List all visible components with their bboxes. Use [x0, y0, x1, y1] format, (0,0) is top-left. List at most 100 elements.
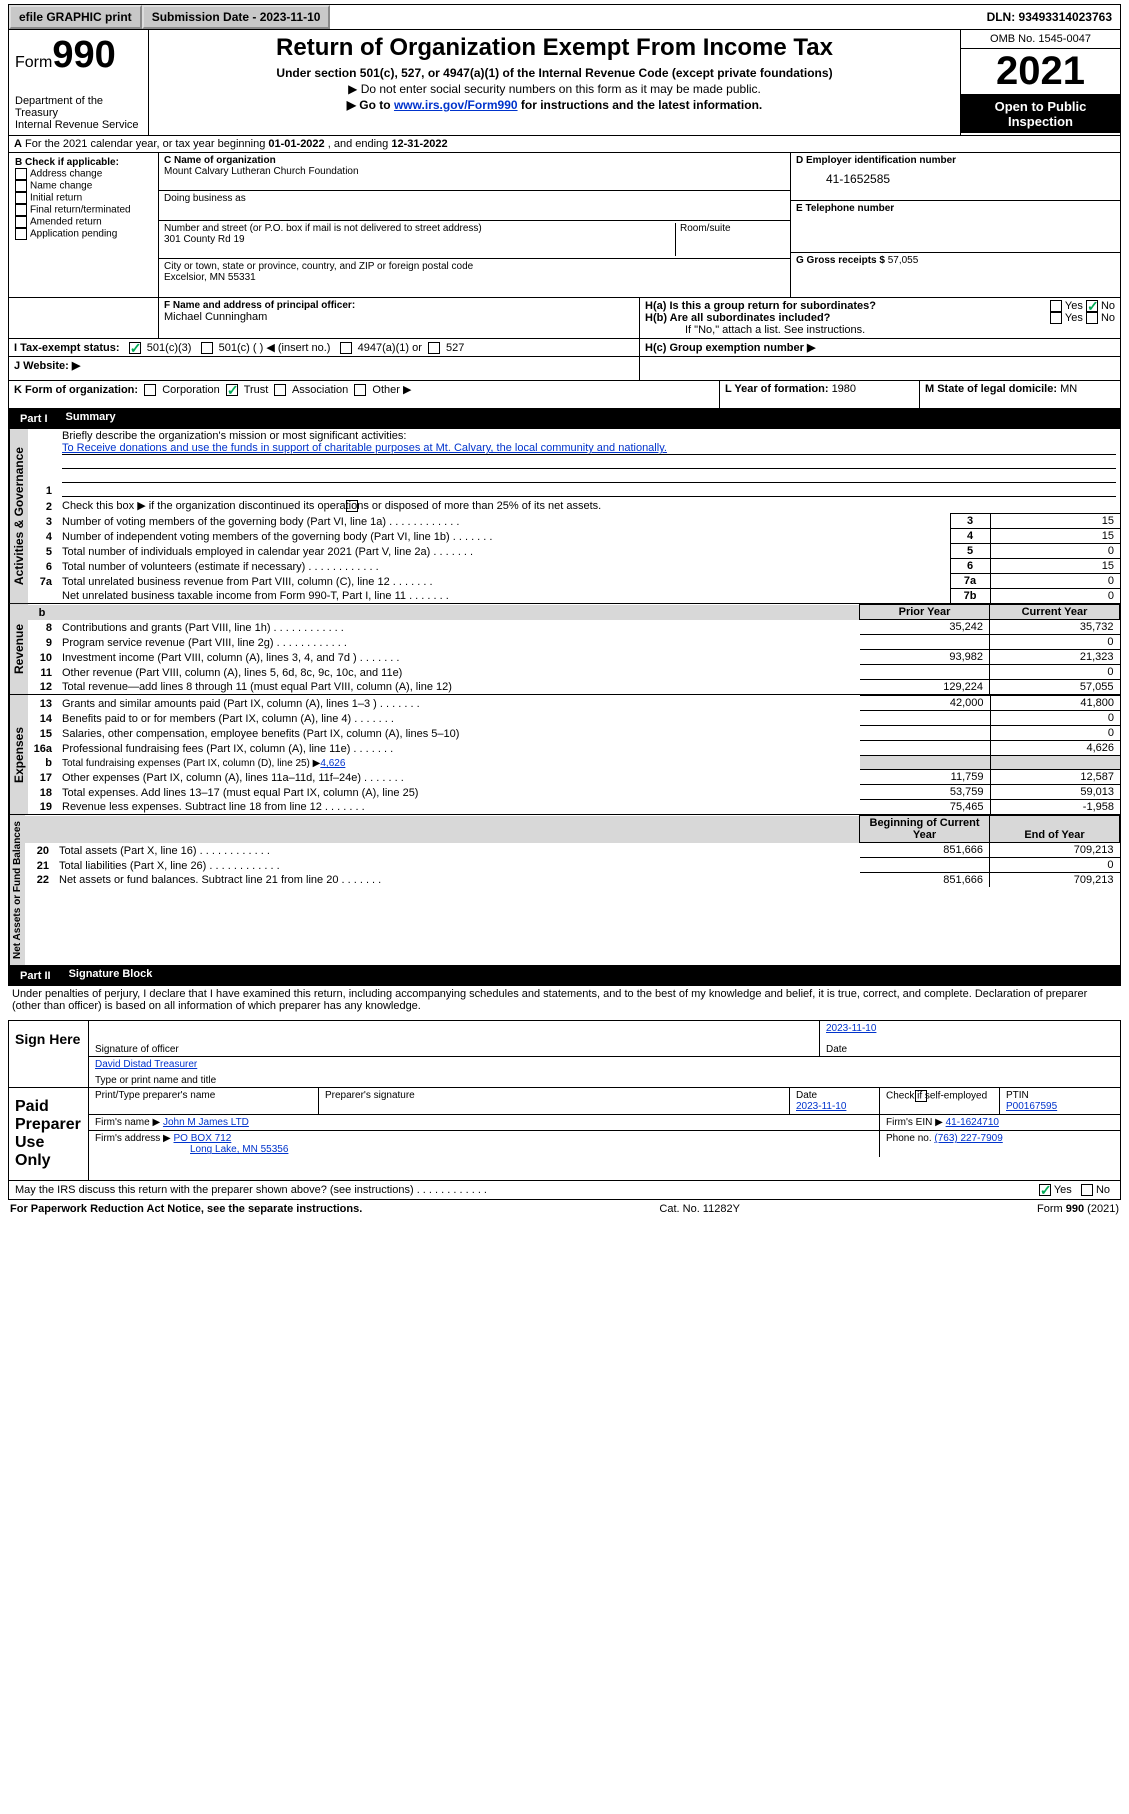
firm-city: Long Lake, MN 55356: [95, 1144, 288, 1155]
checkbox-corporation[interactable]: [144, 384, 156, 396]
checkbox-4947[interactable]: [340, 342, 352, 354]
checkbox-may-yes[interactable]: [1039, 1184, 1051, 1196]
preparer-date: 2023-11-10: [796, 1101, 846, 1112]
org-name: Mount Calvary Lutheran Church Foundation: [164, 166, 785, 177]
form-word: Form: [15, 54, 52, 71]
val-15-cy: 0: [990, 726, 1120, 741]
val-line7a: 0: [990, 574, 1120, 589]
val-21-e: 0: [990, 858, 1120, 873]
row-fh: F Name and address of principal officer:…: [8, 298, 1121, 339]
checkbox-amended-return[interactable]: [15, 216, 27, 228]
checkbox-501c3[interactable]: [129, 342, 141, 354]
checkbox-association[interactable]: [274, 384, 286, 396]
val-22-e: 709,213: [990, 873, 1120, 888]
val-12-cy: 57,055: [990, 680, 1120, 695]
val-16a-cy: 4,626: [990, 741, 1120, 756]
street-address: 301 County Rd 19: [164, 234, 675, 245]
firm-ein: 41-1624710: [946, 1117, 999, 1128]
val-15-py: [860, 726, 990, 741]
val-line3: 15: [990, 514, 1120, 529]
val-11-py: [860, 665, 990, 680]
page-footer: For Paperwork Reduction Act Notice, see …: [8, 1200, 1121, 1218]
irs-label: Internal Revenue Service: [15, 119, 142, 131]
section-b: B Check if applicable: Address change Na…: [9, 153, 159, 297]
val-16b: 4,626: [320, 758, 345, 769]
val-21-b: [860, 858, 990, 873]
checkbox-501c[interactable]: [201, 342, 213, 354]
val-9-py: [860, 635, 990, 650]
val-14-cy: 0: [990, 711, 1120, 726]
form990-link[interactable]: www.irs.gov/Form990: [394, 98, 518, 112]
val-10-cy: 21,323: [990, 650, 1120, 665]
val-9-cy: 0: [990, 635, 1120, 650]
efile-print-button[interactable]: efile GRAPHIC print: [9, 5, 142, 29]
row-j: J Website: ▶: [8, 357, 1121, 381]
checkbox-ha-no[interactable]: [1086, 300, 1098, 312]
val-16a-py: [860, 741, 990, 756]
row-a-tax-year: A For the 2021 calendar year, or tax yea…: [8, 136, 1121, 153]
dept-label: Department of the Treasury: [15, 95, 142, 119]
val-line4: 15: [990, 529, 1120, 544]
checkbox-address-change[interactable]: [15, 168, 27, 180]
section-c: C Name of organization Mount Calvary Lut…: [159, 153, 790, 297]
val-line7b: 0: [990, 589, 1120, 604]
checkbox-trust[interactable]: [226, 384, 238, 396]
val-13-py: 42,000: [860, 696, 990, 711]
firm-name: John M James LTD: [163, 1117, 249, 1128]
checkbox-hb-yes[interactable]: [1050, 312, 1062, 324]
val-11-cy: 0: [990, 665, 1120, 680]
val-line6: 15: [990, 559, 1120, 574]
tab-revenue: Revenue: [9, 604, 28, 694]
val-14-py: [860, 711, 990, 726]
val-10-py: 93,982: [860, 650, 990, 665]
sign-here-block: Sign Here Signature of officer 2023-11-1…: [8, 1020, 1121, 1088]
checkbox-self-employed[interactable]: [915, 1090, 927, 1102]
val-19-py: 75,465: [860, 800, 990, 815]
dln-label: DLN: 93493314023763: [979, 7, 1120, 27]
tab-expenses: Expenses: [9, 695, 28, 814]
top-bar: efile GRAPHIC print Submission Date - 20…: [8, 4, 1121, 30]
val-18-py: 53,759: [860, 785, 990, 800]
perjury-statement: Under penalties of perjury, I declare th…: [8, 986, 1121, 1014]
val-17-py: 11,759: [860, 770, 990, 785]
year-formation: 1980: [832, 383, 856, 395]
section-de: D Employer identification number 41-1652…: [790, 153, 1120, 297]
checkbox-ha-yes[interactable]: [1050, 300, 1062, 312]
checkbox-may-no[interactable]: [1081, 1184, 1093, 1196]
val-22-b: 851,666: [860, 873, 990, 888]
tab-net-assets: Net Assets or Fund Balances: [9, 815, 25, 965]
submission-date-button[interactable]: Submission Date - 2023-11-10: [142, 5, 331, 29]
paid-preparer-block: Paid Preparer Use Only Print/Type prepar…: [8, 1088, 1121, 1181]
form-subtitle: Under section 501(c), 527, or 4947(a)(1)…: [159, 66, 950, 80]
part-ii-header: Part II Signature Block: [8, 966, 1121, 986]
tax-year: 2021: [961, 49, 1120, 94]
val-12-py: 129,224: [860, 680, 990, 695]
checkbox-name-change[interactable]: [15, 180, 27, 192]
checkbox-final-return[interactable]: [15, 204, 27, 216]
checkbox-527[interactable]: [428, 342, 440, 354]
val-line5: 0: [990, 544, 1120, 559]
firm-phone: (763) 227-7909: [934, 1133, 1002, 1144]
ein-value: 41-1652585: [796, 166, 1115, 186]
tab-activities-governance: Activities & Governance: [9, 429, 28, 603]
val-8-cy: 35,732: [990, 620, 1120, 635]
omb-number: OMB No. 1545-0047: [961, 30, 1120, 49]
form-number: 990: [52, 34, 115, 76]
checkbox-discontinued[interactable]: [346, 500, 358, 512]
val-19-cy: -1,958: [990, 800, 1120, 815]
expenses-section: Expenses 13Grants and similar amounts pa…: [8, 695, 1121, 815]
checkbox-hb-no[interactable]: [1086, 312, 1098, 324]
part-i-header: Part I Summary: [8, 409, 1121, 429]
open-inspection-badge: Open to Public Inspection: [961, 94, 1120, 133]
gross-receipts: 57,055: [888, 255, 919, 266]
checkbox-application-pending[interactable]: [15, 228, 27, 240]
form-title: Return of Organization Exempt From Incom…: [159, 34, 950, 62]
val-17-cy: 12,587: [990, 770, 1120, 785]
officer-name: Michael Cunningham: [164, 311, 634, 323]
paperwork-notice: For Paperwork Reduction Act Notice, see …: [10, 1203, 362, 1215]
row-i: I Tax-exempt status: 501(c)(3) 501(c) ( …: [8, 339, 1121, 357]
checkbox-initial-return[interactable]: [15, 192, 27, 204]
checkbox-other[interactable]: [354, 384, 366, 396]
firm-address: PO BOX 712: [174, 1133, 232, 1144]
revenue-section: Revenue bPrior YearCurrent Year 8Contrib…: [8, 604, 1121, 695]
